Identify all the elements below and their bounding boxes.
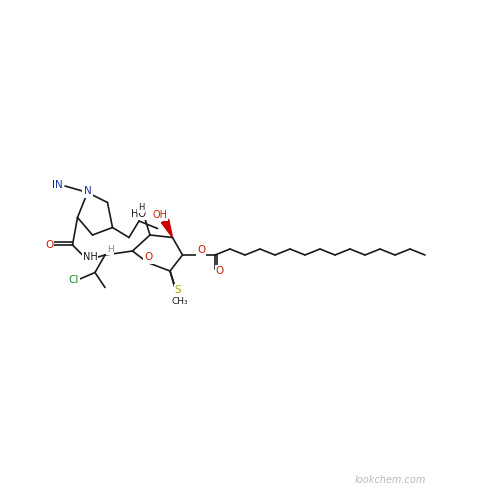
Text: H: H <box>138 204 144 212</box>
Text: O: O <box>144 252 152 262</box>
Text: O: O <box>45 240 53 250</box>
Text: N: N <box>56 181 62 191</box>
Text: HO: HO <box>132 209 146 219</box>
Text: S: S <box>174 285 182 295</box>
Text: OH: OH <box>152 210 168 220</box>
Text: N: N <box>52 180 60 190</box>
Text: N: N <box>55 180 62 190</box>
Text: CH₃: CH₃ <box>172 298 188 306</box>
Text: NH: NH <box>82 252 98 262</box>
Text: O: O <box>197 245 205 255</box>
Text: Cl: Cl <box>68 275 78 285</box>
Text: O: O <box>216 266 224 276</box>
Text: H: H <box>106 246 114 254</box>
Text: N: N <box>84 186 92 196</box>
Text: N: N <box>84 185 91 195</box>
Text: lookchem.com: lookchem.com <box>354 475 426 485</box>
Polygon shape <box>162 220 172 238</box>
